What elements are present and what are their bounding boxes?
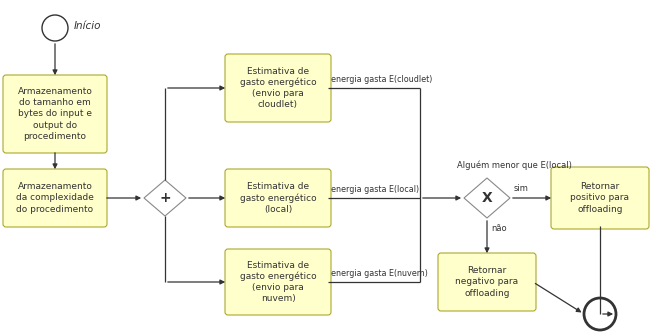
FancyBboxPatch shape [438,253,536,311]
Text: Armazenamento
do tamanho em
bytes do input e
output do
procedimento: Armazenamento do tamanho em bytes do inp… [17,87,93,141]
Text: Estimativa de
gasto energético
(local): Estimativa de gasto energético (local) [240,182,316,214]
Polygon shape [464,178,510,218]
FancyBboxPatch shape [3,75,107,153]
Text: Início: Início [74,21,101,31]
FancyBboxPatch shape [225,54,331,122]
Text: Armazenamento
da complexidade
do procedimento: Armazenamento da complexidade do procedi… [16,182,94,214]
FancyBboxPatch shape [225,169,331,227]
FancyBboxPatch shape [551,167,649,229]
Text: Estimativa de
gasto energético
(envio para
cloudlet): Estimativa de gasto energético (envio pa… [240,67,316,110]
Text: X: X [482,191,492,205]
Text: não: não [491,224,507,233]
Circle shape [42,15,68,41]
Text: energia gasta E(cloudlet): energia gasta E(cloudlet) [331,75,432,84]
Text: Retornar
negativo para
offloading: Retornar negativo para offloading [456,266,519,298]
Text: Alguém menor que E(local): Alguém menor que E(local) [457,161,572,170]
Polygon shape [144,180,186,216]
Text: Estimativa de
gasto energético
(envio para
nuvem): Estimativa de gasto energético (envio pa… [240,260,316,303]
Text: sim: sim [514,184,529,193]
FancyBboxPatch shape [225,249,331,315]
Text: Retornar
positivo para
offloading: Retornar positivo para offloading [571,182,629,214]
FancyBboxPatch shape [3,169,107,227]
Text: energia gasta E(nuvem): energia gasta E(nuvem) [331,269,428,278]
Circle shape [584,298,616,330]
Text: +: + [159,191,170,205]
Text: energia gasta E(local): energia gasta E(local) [331,185,419,194]
